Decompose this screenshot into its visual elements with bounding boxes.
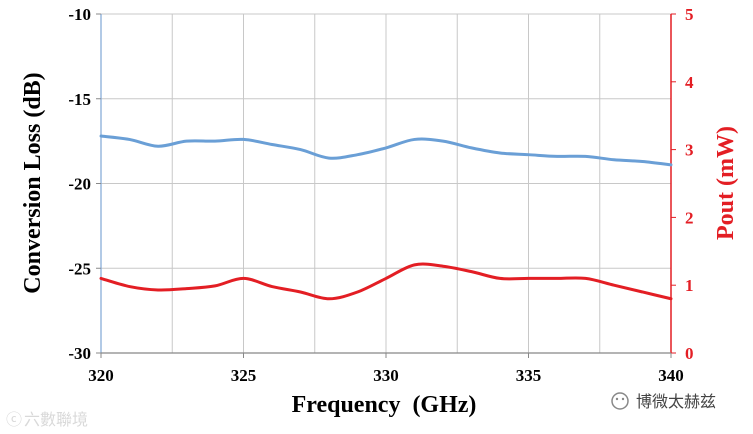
series-layer bbox=[99, 134, 673, 301]
series-line-conversion-loss bbox=[99, 134, 673, 167]
x-tick-label: 325 bbox=[231, 366, 257, 385]
y-right-tick-label: 4 bbox=[685, 73, 694, 92]
y-axis-right-title: Pout (mW) bbox=[713, 126, 739, 240]
watermark-bottom-left: ⓒ 六數聯境 bbox=[6, 410, 88, 429]
y-right-tick-label: 3 bbox=[685, 141, 694, 160]
y-left-tick-label: -10 bbox=[68, 5, 91, 24]
x-axis-title: Frequency (GHz) bbox=[292, 392, 477, 418]
y-left-tick-label: -25 bbox=[68, 259, 91, 278]
y-right-tick-label: 0 bbox=[685, 344, 694, 363]
x-tick-label: 335 bbox=[516, 366, 542, 385]
watermark-text-left: 六數聯境 bbox=[24, 410, 88, 429]
y-right-tick-label: 2 bbox=[685, 208, 694, 227]
y-right-tick-label: 5 bbox=[685, 5, 694, 24]
y-right-tick-label: 1 bbox=[685, 276, 694, 295]
y-left-tick-label: -20 bbox=[68, 175, 91, 194]
y-left-tick-label: -30 bbox=[68, 344, 91, 363]
wechat-icon bbox=[611, 392, 629, 410]
watermark-text-right: 博微太赫兹 bbox=[636, 392, 716, 411]
tick-labels: -10 -15 -20 -25 -30 5 4 3 2 1 0 320 325 330 335 340 bbox=[68, 5, 694, 385]
x-tick-label: 320 bbox=[88, 366, 114, 385]
series-line-pout bbox=[99, 262, 673, 301]
y-left-tick-label: -15 bbox=[68, 90, 91, 109]
y-axis-left-title: Conversion Loss (dB) bbox=[20, 72, 46, 293]
chart-grid bbox=[100, 13, 672, 354]
x-tick-label: 340 bbox=[658, 366, 684, 385]
x-tick-label: 330 bbox=[373, 366, 399, 385]
watermark-bottom-right: 博微太赫兹 bbox=[611, 392, 716, 411]
watermark-logo-left-icon: ⓒ bbox=[6, 410, 22, 429]
